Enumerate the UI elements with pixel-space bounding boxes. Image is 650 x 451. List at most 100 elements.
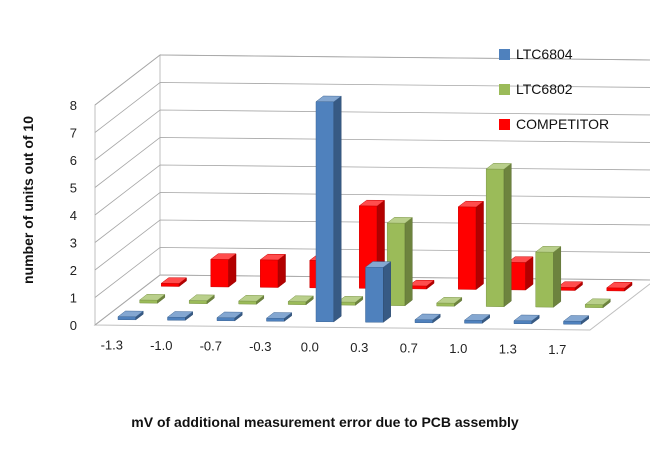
y-tick-label: 0	[70, 318, 77, 333]
bar-front	[287, 301, 307, 305]
gridline	[94, 137, 650, 188]
bar-front	[315, 101, 335, 323]
bar-ltc6802-0.0	[336, 295, 364, 306]
bar-front	[260, 259, 279, 288]
gridline	[94, 54, 650, 106]
bars	[117, 95, 633, 325]
bar-front	[513, 320, 533, 325]
y-tick-label: 8	[70, 98, 77, 113]
y-tick-label: 2	[70, 263, 77, 278]
bar-front	[414, 319, 434, 324]
bar-top	[315, 95, 342, 103]
bar-front	[458, 206, 477, 290]
x-tick-label: -1.3	[101, 337, 123, 352]
bar-competitor--1.0	[210, 253, 237, 288]
bar-front	[117, 316, 137, 321]
bar-front	[167, 316, 186, 321]
bar-side	[404, 216, 413, 307]
bar-ltc6802-0.3	[386, 216, 414, 307]
bar-top	[166, 311, 194, 318]
legend-label: COMPETITOR	[516, 116, 609, 132]
bar-ltc6802-1.0	[485, 162, 513, 308]
bar-top	[138, 294, 166, 301]
bar-top	[513, 314, 540, 322]
bar-ltc6804-0.3	[364, 261, 392, 323]
x-tick-label: 0.3	[350, 340, 368, 355]
x-tick-label: -0.7	[200, 338, 222, 353]
bar-front	[139, 299, 158, 304]
legend: LTC6804 LTC6802 COMPETITOR	[499, 46, 609, 132]
bar-ltc6804-0.7	[414, 313, 441, 324]
bar-top	[188, 294, 216, 301]
x-tick-label: 1.0	[449, 341, 467, 356]
y-axis-ticks: 0 1 2 3 4 5 6 7 8	[70, 98, 77, 333]
bar-competitor-1.0	[507, 256, 534, 291]
bar-front	[238, 300, 257, 305]
bar-competitor-1.3	[556, 281, 584, 292]
bar-front	[563, 320, 582, 325]
bar-front	[210, 259, 229, 288]
x-tick-label: -0.3	[249, 339, 271, 354]
bar-ltc6804-1.7	[562, 315, 590, 325]
bar-ltc6802-1.3	[534, 245, 562, 308]
x-axis-ticks: -1.3 -1.0 -0.7 -0.3 0.0 0.3 0.7 1.0 1.3 1.7	[101, 337, 567, 357]
legend-swatch	[499, 119, 510, 130]
bar-front	[365, 266, 384, 323]
x-tick-label: 0.0	[301, 339, 319, 354]
bar-ltc6804--1.3	[117, 310, 144, 321]
gridline	[94, 109, 650, 161]
bar-top	[216, 311, 243, 319]
bar-side	[503, 162, 512, 308]
bar-ltc6804--0.7	[216, 311, 243, 322]
bar-ltc6804--0.3	[265, 312, 293, 322]
bar-top	[584, 298, 612, 305]
bar-competitor-1.7	[606, 281, 633, 292]
bar-ltc6802--1.0	[188, 294, 216, 305]
bar-top	[556, 281, 584, 288]
bar-top	[485, 163, 513, 170]
bar-ltc6804-1.0	[463, 314, 491, 324]
bar-top	[606, 281, 633, 289]
y-axis-title: number of units out of 10	[20, 116, 36, 284]
bar-top	[265, 312, 293, 319]
bar-top	[364, 261, 392, 268]
x-tick-label: 1.3	[499, 341, 517, 356]
bar-front	[485, 168, 505, 307]
legend-swatch	[499, 49, 510, 60]
y-tick-label: 1	[70, 291, 77, 306]
bar-ltc6804--1.0	[166, 311, 194, 321]
x-tick-label: 0.7	[400, 340, 418, 355]
legend-label: LTC6804	[516, 46, 573, 62]
bar-top	[435, 297, 463, 304]
bar-top	[457, 200, 485, 208]
bar-ltc6802-0.7	[435, 296, 463, 307]
bar-top	[562, 315, 590, 322]
x-tick-label: -1.0	[150, 338, 172, 353]
x-axis-title: mV of additional measurement error due t…	[131, 414, 519, 430]
bar-top	[386, 217, 414, 224]
y-tick-label: 7	[70, 126, 77, 141]
bar-ltc6802--0.7	[237, 294, 265, 305]
bar-front	[535, 251, 554, 308]
bar-top	[358, 199, 386, 207]
bar-top	[534, 246, 562, 253]
gridline	[94, 82, 650, 133]
bar-top	[408, 279, 435, 287]
y-tick-label: 5	[70, 181, 77, 196]
bar-top	[287, 295, 315, 302]
bar-side	[553, 245, 562, 308]
bar-front	[161, 283, 180, 287]
legend-label: LTC6802	[516, 81, 573, 97]
bar-ltc6802-1.7	[584, 298, 612, 309]
bar-front	[266, 317, 285, 322]
y-tick-label: 3	[70, 236, 77, 251]
bar-top	[336, 296, 364, 303]
bar-competitor--0.7	[259, 253, 287, 289]
y-tick-label: 4	[70, 208, 77, 223]
bar-side	[475, 200, 484, 291]
bar-front	[436, 302, 455, 307]
bar-side	[333, 95, 342, 323]
bar-top	[160, 277, 188, 284]
